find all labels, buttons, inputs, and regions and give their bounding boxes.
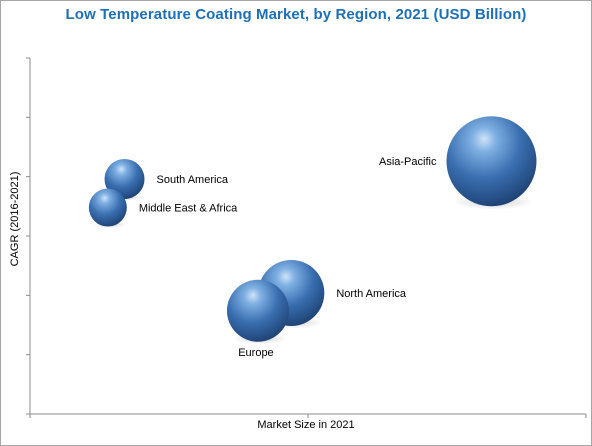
bubble-south-america: South America [104,159,229,201]
bubble-marker [88,188,127,227]
bubble-marker [226,279,289,342]
bubble-label: North America [336,288,407,300]
chart-title: Low Temperature Coating Market, by Regio… [65,6,527,23]
bubble-marker [104,159,145,200]
bubble-label: South America [157,174,229,186]
bubble-asia-pacific: Asia-Pacific [379,116,537,210]
bubble-europe: Europe [226,279,289,359]
bubble-label: Middle East & Africa [139,203,238,215]
bubble-marker [446,116,537,207]
bubble-label: Europe [238,347,273,359]
bubble-middle-east-and-africa: Middle East & Africa [88,188,238,229]
bubble-label: Asia-Pacific [379,156,437,168]
x-axis-label: Market Size in 2021 [257,419,355,431]
